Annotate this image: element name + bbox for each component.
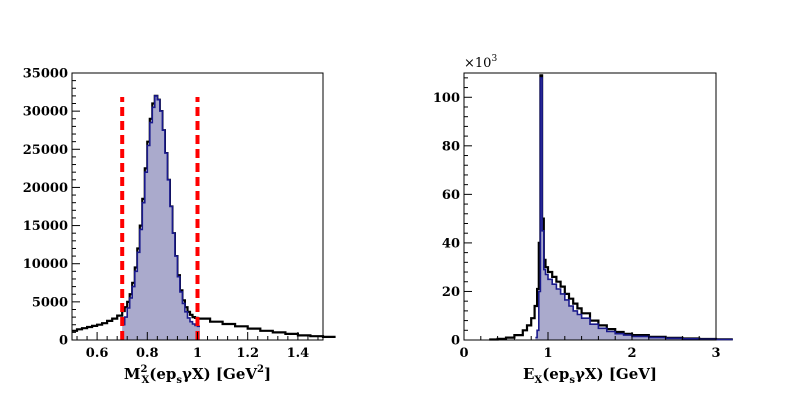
y-tick-label: 10000 — [23, 257, 68, 272]
series-line-1 — [122, 95, 200, 328]
x-tick-label: 1.2 — [236, 346, 259, 361]
series-line-0 — [489, 74, 733, 341]
x-tick-label: 2 — [627, 346, 636, 361]
plot-frame — [463, 72, 717, 341]
y-tick-label: 60 — [442, 188, 460, 203]
xlabel-sup: 2 — [141, 364, 148, 375]
xlabel-unit-sup: 2 — [257, 364, 264, 375]
xlabel-sub: X — [142, 375, 150, 386]
x-tick-label: 1.4 — [287, 346, 310, 361]
xlabel-close: ] — [264, 365, 271, 383]
series-fill-1 — [122, 95, 200, 341]
axis-multiplier: ×103 — [464, 54, 497, 71]
x-axis-label: EX(epsγX) [GeV] — [523, 365, 657, 386]
multiplier-base: ×10 — [464, 56, 491, 71]
series-line-1 — [535, 77, 733, 341]
xlabel-main: E — [523, 365, 534, 383]
x-tick-label: 0.6 — [86, 346, 109, 361]
xlabel-sub: X — [534, 375, 542, 386]
y-tick-label: 100 — [433, 91, 460, 106]
xlabel-rest-sub: s — [569, 375, 575, 386]
x-axis-label: M2 X(epsγX) [GeV2] — [124, 364, 271, 386]
xlabel-rest: (ep — [542, 365, 569, 383]
multiplier-exponent: 3 — [491, 54, 497, 64]
y-tick-label: 40 — [442, 236, 460, 251]
y-tick-label: 80 — [442, 139, 460, 154]
left-histogram-panel: 0.6 0.8 1 1.2 1.4 0 5000 10000 15000 20000 25000 30… — [23, 67, 336, 386]
y-tick-label: 0 — [59, 334, 68, 349]
y-tick-label: 35000 — [23, 67, 68, 82]
y-tick-label: 25000 — [23, 143, 68, 158]
xlabel-main: M — [124, 365, 141, 383]
y-tick-label: 20000 — [23, 181, 68, 196]
x-tick-label: 0 — [459, 346, 468, 361]
y-tick-label: 20 — [442, 285, 460, 300]
xlabel-rest2: γX) [GeV] — [575, 365, 657, 383]
x-tick-label: 1 — [193, 346, 202, 361]
x-tick-label: 0.8 — [136, 346, 159, 361]
xlabel-rest: (ep — [149, 365, 176, 383]
y-tick-label: 30000 — [23, 105, 68, 120]
x-tick-label: 3 — [711, 346, 720, 361]
series-line-0 — [72, 94, 336, 338]
y-tick-label: 5000 — [32, 295, 68, 310]
xlabel-rest2: γX) [GeV — [182, 365, 257, 383]
series-fill-1 — [535, 77, 733, 341]
y-tick-label: 15000 — [23, 219, 68, 234]
xlabel-rest-sub: s — [176, 375, 182, 386]
x-tick-label: 1 — [543, 346, 552, 361]
y-tick-label: 0 — [451, 334, 460, 349]
